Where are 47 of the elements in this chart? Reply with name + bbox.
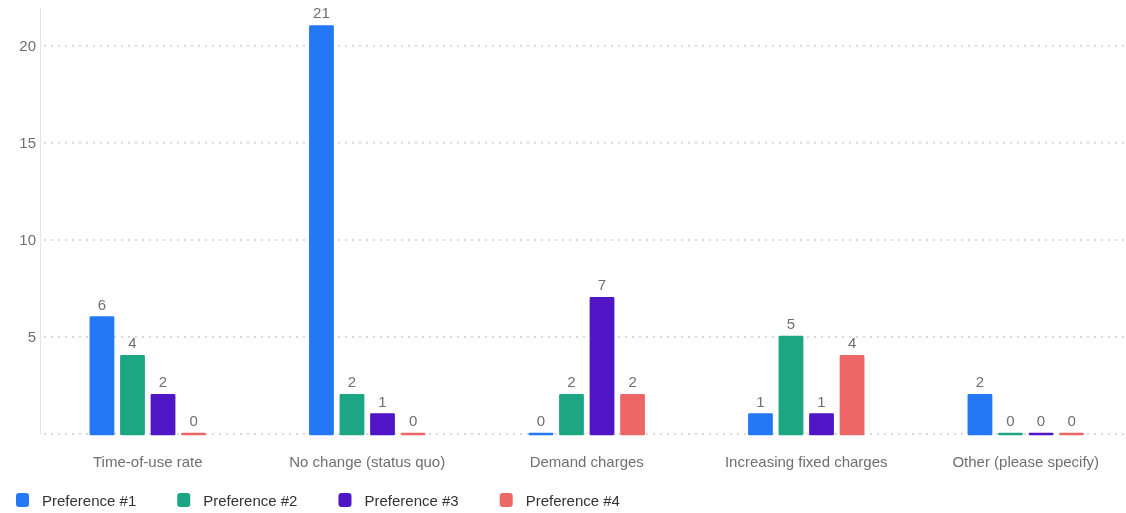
data-label: 7 <box>597 276 607 294</box>
data-label: 1 <box>817 392 826 410</box>
x-tick-label: No change (status quo) <box>289 452 446 470</box>
bar <box>839 355 865 436</box>
data-label: 0 <box>536 412 546 429</box>
bar <box>339 393 365 436</box>
bar <box>620 393 645 436</box>
data-label: 1 <box>756 392 765 410</box>
bar <box>370 413 395 436</box>
y-tick-label: 20 <box>19 37 36 55</box>
data-label: 0 <box>1036 412 1046 429</box>
bar <box>589 296 615 436</box>
bar <box>748 413 773 436</box>
data-label: 1 <box>378 392 387 410</box>
data-label: 2 <box>567 373 576 391</box>
bar <box>309 25 334 436</box>
legend-label: Preference #4 <box>525 492 620 509</box>
legend-label: Preference #1 <box>42 492 137 509</box>
data-label: 5 <box>786 314 796 332</box>
data-label: 4 <box>128 334 137 352</box>
bar <box>89 316 115 436</box>
data-label: 6 <box>97 295 107 313</box>
bar <box>559 393 584 436</box>
data-label: 0 <box>408 412 418 429</box>
data-label: 0 <box>1006 412 1015 429</box>
x-tick-label: Other (please specify) <box>952 452 1100 470</box>
bar <box>967 393 993 436</box>
y-tick-label: 10 <box>19 231 36 249</box>
bar <box>120 355 145 436</box>
data-label: 2 <box>158 373 168 391</box>
x-tick-label: Demand charges <box>529 452 644 470</box>
x-tick-label: Time-of-use rate <box>93 452 203 470</box>
y-tick-label: 15 <box>19 134 36 152</box>
data-label: 0 <box>1067 412 1076 429</box>
data-label: 4 <box>847 334 857 352</box>
bar <box>778 335 804 436</box>
data-label: 2 <box>975 373 985 391</box>
data-label: 2 <box>628 373 637 391</box>
y-tick-label: 5 <box>27 328 36 346</box>
x-tick-label: Increasing fixed charges <box>724 452 888 470</box>
data-label: 2 <box>347 373 357 391</box>
data-label: 0 <box>189 412 198 429</box>
data-label: 21 <box>313 4 330 22</box>
bar <box>809 413 834 436</box>
legend-label: Preference #2 <box>203 492 298 509</box>
legend-label: Preference #3 <box>364 492 459 509</box>
bar <box>150 393 176 436</box>
